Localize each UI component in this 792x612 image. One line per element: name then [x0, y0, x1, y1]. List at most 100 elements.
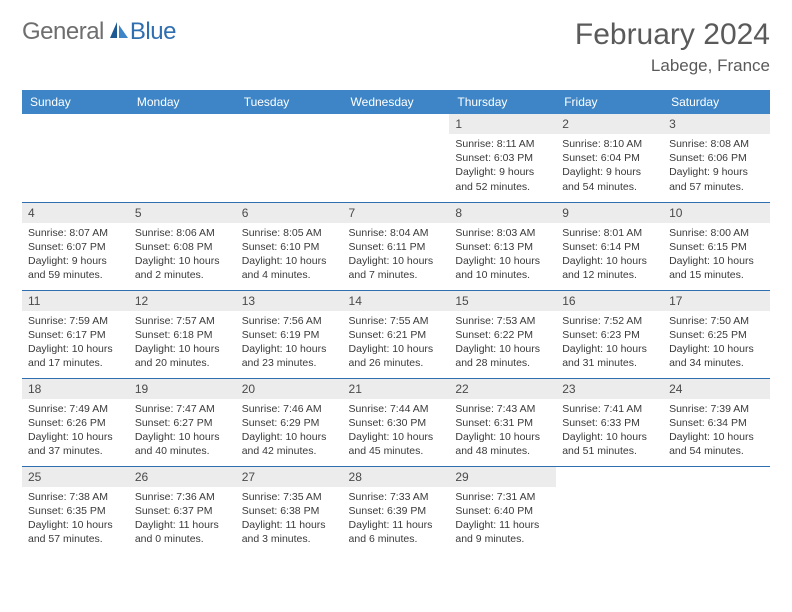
day-detail: Sunrise: 7:33 AMSunset: 6:39 PMDaylight:… [343, 487, 450, 553]
location: Labege, France [575, 56, 770, 76]
logo-text-blue: Blue [130, 18, 176, 46]
day-number: 5 [129, 203, 236, 223]
day-number: 4 [22, 203, 129, 223]
day-detail: Sunrise: 7:56 AMSunset: 6:19 PMDaylight:… [236, 311, 343, 377]
day-detail: Sunrise: 7:44 AMSunset: 6:30 PMDaylight:… [343, 399, 450, 465]
calendar-cell: 7Sunrise: 8:04 AMSunset: 6:11 PMDaylight… [343, 202, 450, 290]
calendar-row: 4Sunrise: 8:07 AMSunset: 6:07 PMDaylight… [22, 202, 770, 290]
day-detail: Sunrise: 7:35 AMSunset: 6:38 PMDaylight:… [236, 487, 343, 553]
day-detail: Sunrise: 8:04 AMSunset: 6:11 PMDaylight:… [343, 223, 450, 289]
calendar-cell [236, 114, 343, 202]
calendar-cell: 1Sunrise: 8:11 AMSunset: 6:03 PMDaylight… [449, 114, 556, 202]
day-detail: Sunrise: 8:03 AMSunset: 6:13 PMDaylight:… [449, 223, 556, 289]
day-detail: Sunrise: 7:55 AMSunset: 6:21 PMDaylight:… [343, 311, 450, 377]
day-detail: Sunrise: 7:31 AMSunset: 6:40 PMDaylight:… [449, 487, 556, 553]
calendar-cell: 22Sunrise: 7:43 AMSunset: 6:31 PMDayligh… [449, 378, 556, 466]
day-number: 24 [663, 379, 770, 399]
calendar-cell [556, 466, 663, 554]
calendar-cell: 8Sunrise: 8:03 AMSunset: 6:13 PMDaylight… [449, 202, 556, 290]
calendar-cell: 16Sunrise: 7:52 AMSunset: 6:23 PMDayligh… [556, 290, 663, 378]
day-detail: Sunrise: 8:08 AMSunset: 6:06 PMDaylight:… [663, 134, 770, 200]
calendar-row: 25Sunrise: 7:38 AMSunset: 6:35 PMDayligh… [22, 466, 770, 554]
day-detail: Sunrise: 8:07 AMSunset: 6:07 PMDaylight:… [22, 223, 129, 289]
day-number: 23 [556, 379, 663, 399]
day-detail: Sunrise: 7:57 AMSunset: 6:18 PMDaylight:… [129, 311, 236, 377]
day-detail: Sunrise: 8:06 AMSunset: 6:08 PMDaylight:… [129, 223, 236, 289]
day-number: 26 [129, 467, 236, 487]
calendar-cell: 26Sunrise: 7:36 AMSunset: 6:37 PMDayligh… [129, 466, 236, 554]
day-number: 13 [236, 291, 343, 311]
calendar-row: 18Sunrise: 7:49 AMSunset: 6:26 PMDayligh… [22, 378, 770, 466]
calendar: Sunday Monday Tuesday Wednesday Thursday… [22, 90, 770, 554]
day-detail: Sunrise: 8:00 AMSunset: 6:15 PMDaylight:… [663, 223, 770, 289]
day-number: 16 [556, 291, 663, 311]
calendar-cell: 13Sunrise: 7:56 AMSunset: 6:19 PMDayligh… [236, 290, 343, 378]
calendar-cell: 10Sunrise: 8:00 AMSunset: 6:15 PMDayligh… [663, 202, 770, 290]
calendar-cell: 20Sunrise: 7:46 AMSunset: 6:29 PMDayligh… [236, 378, 343, 466]
calendar-cell: 25Sunrise: 7:38 AMSunset: 6:35 PMDayligh… [22, 466, 129, 554]
day-number: 18 [22, 379, 129, 399]
day-number: 6 [236, 203, 343, 223]
calendar-cell [22, 114, 129, 202]
day-number: 11 [22, 291, 129, 311]
calendar-cell [129, 114, 236, 202]
day-number: 22 [449, 379, 556, 399]
day-detail: Sunrise: 7:43 AMSunset: 6:31 PMDaylight:… [449, 399, 556, 465]
day-number: 21 [343, 379, 450, 399]
day-number: 15 [449, 291, 556, 311]
calendar-cell: 2Sunrise: 8:10 AMSunset: 6:04 PMDaylight… [556, 114, 663, 202]
calendar-row: 1Sunrise: 8:11 AMSunset: 6:03 PMDaylight… [22, 114, 770, 202]
day-detail: Sunrise: 7:49 AMSunset: 6:26 PMDaylight:… [22, 399, 129, 465]
calendar-cell: 9Sunrise: 8:01 AMSunset: 6:14 PMDaylight… [556, 202, 663, 290]
day-number: 9 [556, 203, 663, 223]
day-number: 14 [343, 291, 450, 311]
day-number: 2 [556, 114, 663, 134]
calendar-cell: 12Sunrise: 7:57 AMSunset: 6:18 PMDayligh… [129, 290, 236, 378]
day-detail: Sunrise: 7:39 AMSunset: 6:34 PMDaylight:… [663, 399, 770, 465]
logo-text-general: General [22, 18, 104, 46]
day-number: 29 [449, 467, 556, 487]
day-number: 3 [663, 114, 770, 134]
calendar-cell [343, 114, 450, 202]
calendar-cell: 3Sunrise: 8:08 AMSunset: 6:06 PMDaylight… [663, 114, 770, 202]
month-title: February 2024 [575, 18, 770, 52]
calendar-cell: 17Sunrise: 7:50 AMSunset: 6:25 PMDayligh… [663, 290, 770, 378]
calendar-row: 11Sunrise: 7:59 AMSunset: 6:17 PMDayligh… [22, 290, 770, 378]
calendar-cell: 14Sunrise: 7:55 AMSunset: 6:21 PMDayligh… [343, 290, 450, 378]
day-detail: Sunrise: 8:11 AMSunset: 6:03 PMDaylight:… [449, 134, 556, 200]
day-number: 12 [129, 291, 236, 311]
calendar-cell: 11Sunrise: 7:59 AMSunset: 6:17 PMDayligh… [22, 290, 129, 378]
calendar-body: 1Sunrise: 8:11 AMSunset: 6:03 PMDaylight… [22, 114, 770, 554]
weekday-header: Wednesday [343, 90, 450, 114]
day-detail: Sunrise: 7:50 AMSunset: 6:25 PMDaylight:… [663, 311, 770, 377]
weekday-header: Saturday [663, 90, 770, 114]
calendar-cell: 24Sunrise: 7:39 AMSunset: 6:34 PMDayligh… [663, 378, 770, 466]
day-detail: Sunrise: 7:41 AMSunset: 6:33 PMDaylight:… [556, 399, 663, 465]
header: General Blue February 2024 Labege, Franc… [22, 18, 770, 76]
day-detail: Sunrise: 7:36 AMSunset: 6:37 PMDaylight:… [129, 487, 236, 553]
weekday-header: Tuesday [236, 90, 343, 114]
day-number: 25 [22, 467, 129, 487]
calendar-cell: 29Sunrise: 7:31 AMSunset: 6:40 PMDayligh… [449, 466, 556, 554]
calendar-cell: 23Sunrise: 7:41 AMSunset: 6:33 PMDayligh… [556, 378, 663, 466]
day-detail: Sunrise: 7:53 AMSunset: 6:22 PMDaylight:… [449, 311, 556, 377]
title-block: February 2024 Labege, France [575, 18, 770, 76]
weekday-header: Sunday [22, 90, 129, 114]
calendar-cell: 4Sunrise: 8:07 AMSunset: 6:07 PMDaylight… [22, 202, 129, 290]
day-number: 17 [663, 291, 770, 311]
day-detail: Sunrise: 7:38 AMSunset: 6:35 PMDaylight:… [22, 487, 129, 553]
calendar-cell [663, 466, 770, 554]
sails-icon [108, 20, 130, 45]
day-detail: Sunrise: 8:01 AMSunset: 6:14 PMDaylight:… [556, 223, 663, 289]
calendar-cell: 18Sunrise: 7:49 AMSunset: 6:26 PMDayligh… [22, 378, 129, 466]
weekday-header: Friday [556, 90, 663, 114]
day-number: 1 [449, 114, 556, 134]
day-detail: Sunrise: 7:59 AMSunset: 6:17 PMDaylight:… [22, 311, 129, 377]
day-detail: Sunrise: 7:47 AMSunset: 6:27 PMDaylight:… [129, 399, 236, 465]
day-number: 10 [663, 203, 770, 223]
weekday-header: Monday [129, 90, 236, 114]
day-number: 7 [343, 203, 450, 223]
calendar-cell: 5Sunrise: 8:06 AMSunset: 6:08 PMDaylight… [129, 202, 236, 290]
day-detail: Sunrise: 8:05 AMSunset: 6:10 PMDaylight:… [236, 223, 343, 289]
calendar-cell: 28Sunrise: 7:33 AMSunset: 6:39 PMDayligh… [343, 466, 450, 554]
